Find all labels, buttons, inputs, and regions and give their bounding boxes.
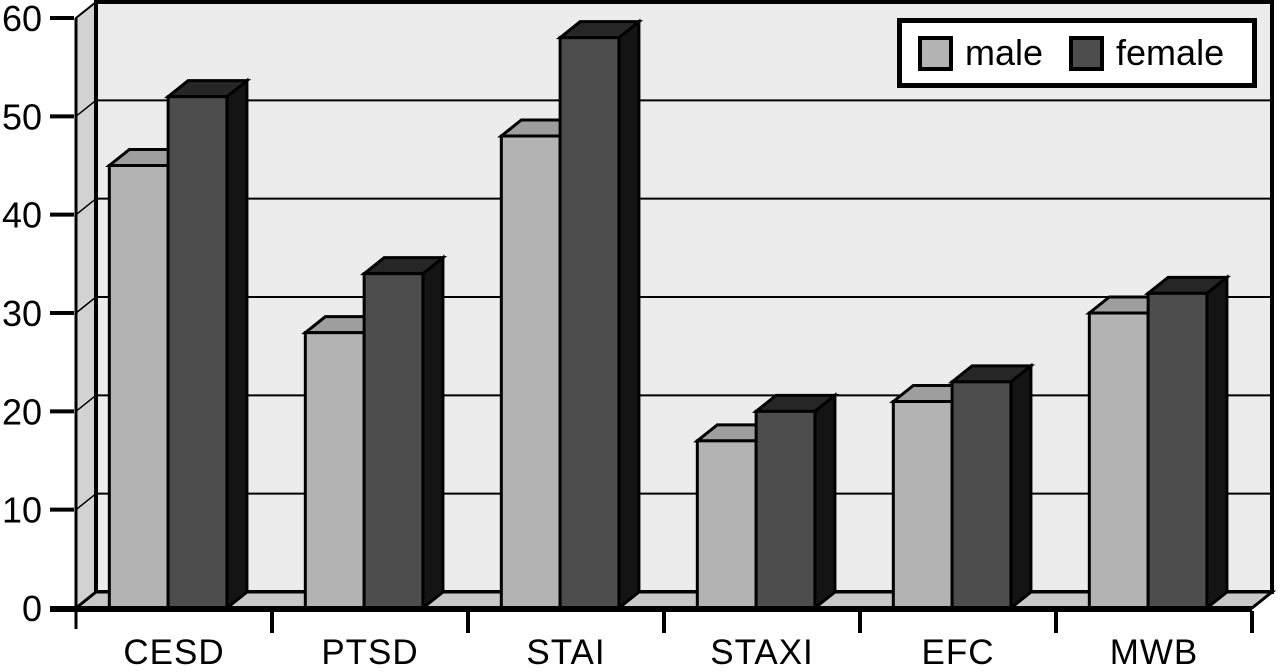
legend-swatch-female (1069, 35, 1105, 71)
wall-tick-connector-50 (75, 99, 97, 117)
bar-face-side (617, 18, 641, 612)
y-axis-label-10: 10 (2, 490, 42, 531)
x-axis-label-cesd: CESD (123, 633, 224, 672)
bar-female-efc (947, 362, 1036, 612)
bar-face-front (950, 380, 1013, 610)
wall-tick-connector-40 (75, 198, 97, 216)
y-axis-label-40: 40 (2, 195, 42, 236)
bar-female-stai (555, 18, 644, 612)
wall-tick-connector-20 (75, 394, 97, 412)
bar-face-front (166, 95, 229, 610)
bar-face-side (1009, 362, 1033, 612)
bar-face-front (499, 134, 562, 610)
legend-label-female: female (1116, 32, 1225, 73)
y-axis-label-20: 20 (2, 391, 42, 432)
x-axis-label-stai: STAI (526, 633, 605, 672)
bar-face-front (362, 272, 425, 610)
x-axis-label-mwb: MWB (1110, 633, 1199, 672)
bar-face-front (107, 164, 170, 610)
bar-face-side (421, 254, 445, 612)
x-axis-label-staxi: STAXI (710, 633, 814, 672)
wall-tick-connector-10 (75, 493, 97, 511)
bar-face-front (558, 36, 621, 610)
x-axis-label-efc: EFC (922, 633, 995, 672)
y-axis-label-60: 60 (2, 0, 42, 39)
bar-face-side (813, 392, 837, 612)
bar-face-front (303, 331, 366, 610)
bar-female-mwb (1143, 274, 1232, 612)
bar-face-front (891, 400, 954, 610)
x-axis-label-ptsd: PTSD (321, 633, 418, 672)
bar-face-front (1087, 311, 1150, 610)
bar-face-side (225, 77, 249, 612)
y-axis-label-50: 50 (2, 96, 42, 137)
bar-face-front (1146, 291, 1209, 610)
legend: male female (897, 18, 1257, 88)
bar-female-staxi (751, 392, 840, 612)
bar-female-ptsd (359, 254, 448, 612)
bar-face-front (695, 439, 758, 610)
legend-label-male: male (965, 32, 1044, 73)
y-axis-label-30: 30 (2, 293, 42, 334)
bar-face-front (754, 409, 817, 610)
wall-tick-connector-30 (75, 296, 97, 314)
bar-female-cesd (163, 77, 252, 612)
legend-swatch-male (918, 35, 953, 71)
bar-face-side (1205, 274, 1229, 612)
y-axis-label-0: 0 (22, 588, 42, 629)
